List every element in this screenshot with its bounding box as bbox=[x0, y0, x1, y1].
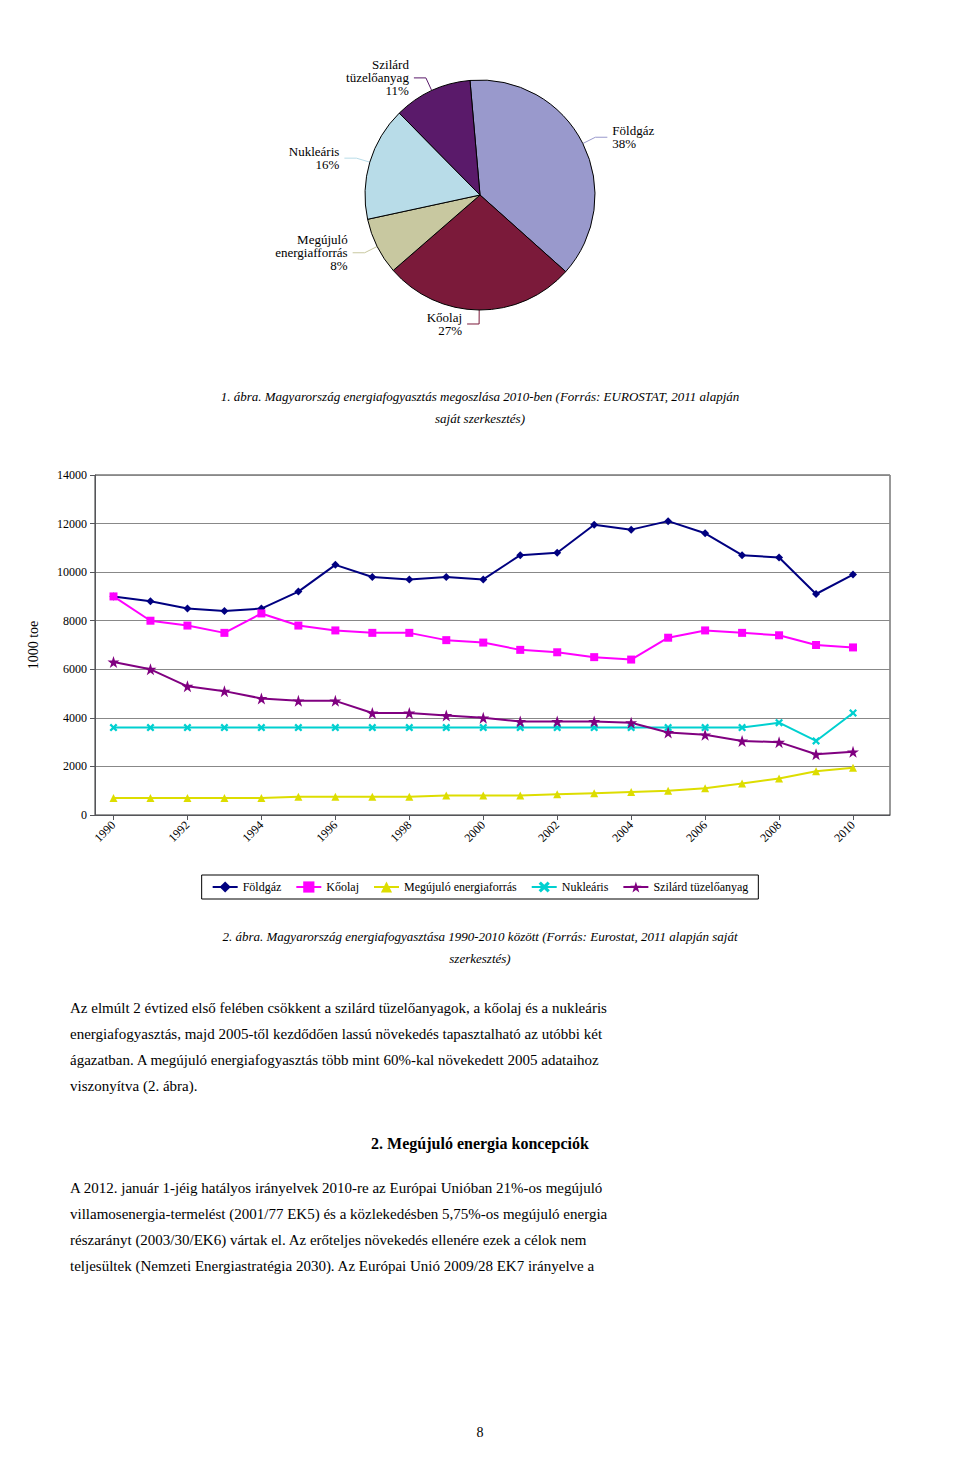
svg-text:Megújuló energiaforrás: Megújuló energiaforrás bbox=[404, 880, 517, 894]
svg-text:1992: 1992 bbox=[166, 818, 193, 845]
svg-text:16%: 16% bbox=[316, 157, 340, 172]
svg-text:Kőolaj: Kőolaj bbox=[426, 310, 463, 325]
svg-text:12000: 12000 bbox=[57, 517, 87, 531]
svg-text:Szilárd tüzelőanyag: Szilárd tüzelőanyag bbox=[653, 880, 748, 894]
svg-text:Nukleáris: Nukleáris bbox=[562, 880, 609, 894]
svg-text:0: 0 bbox=[81, 808, 87, 822]
svg-text:14000: 14000 bbox=[57, 468, 87, 482]
svg-text:6000: 6000 bbox=[63, 662, 87, 676]
svg-text:2002: 2002 bbox=[535, 818, 562, 845]
svg-text:2. ábra. Magyarország energiaf: 2. ábra. Magyarország energiafogyasztása… bbox=[222, 929, 737, 944]
svg-text:Nukleáris: Nukleáris bbox=[288, 144, 340, 160]
svg-text:A 2012. január 1-jéig hatályos: A 2012. január 1-jéig hatályos irányelve… bbox=[70, 1180, 602, 1196]
svg-text:tüzelőanyag: tüzelőanyag bbox=[346, 70, 409, 86]
svg-text:teljesültek (Nemzeti Energiast: teljesültek (Nemzeti Energiastratégia 20… bbox=[70, 1258, 594, 1275]
svg-text:2006: 2006 bbox=[683, 818, 710, 845]
svg-text:saját szerkesztés): saját szerkesztés) bbox=[435, 411, 525, 426]
svg-text:viszonyítva (2. ábra).: viszonyítva (2. ábra). bbox=[70, 1078, 197, 1095]
svg-text:2004: 2004 bbox=[609, 818, 636, 845]
svg-text:8: 8 bbox=[477, 1425, 484, 1440]
svg-text:4000: 4000 bbox=[63, 711, 87, 725]
svg-text:Kőolaj: Kőolaj bbox=[326, 880, 359, 894]
svg-text:1990: 1990 bbox=[92, 818, 119, 845]
svg-text:villamosenergia-termelést (200: villamosenergia-termelést (2001/77 EK5) … bbox=[70, 1206, 608, 1223]
svg-text:2008: 2008 bbox=[757, 818, 784, 845]
svg-text:2. Megújuló energia koncepciók: 2. Megújuló energia koncepciók bbox=[371, 1135, 589, 1153]
svg-text:2010: 2010 bbox=[831, 818, 858, 845]
svg-text:részarányt (2003/30/EK6) várta: részarányt (2003/30/EK6) vártak el. Az e… bbox=[70, 1232, 587, 1249]
svg-text:szerkesztés): szerkesztés) bbox=[449, 951, 510, 966]
svg-text:Megújuló: Megújuló bbox=[297, 232, 348, 248]
svg-text:1000 toe: 1000 toe bbox=[26, 621, 41, 670]
svg-text:energiafogyasztás, majd 2005-t: energiafogyasztás, majd 2005-től kezdődő… bbox=[70, 1026, 603, 1042]
svg-text:Földgáz: Földgáz bbox=[243, 880, 282, 894]
svg-text:ágazatban. A megújuló energiaf: ágazatban. A megújuló energiafogyasztás … bbox=[70, 1052, 599, 1068]
svg-text:27%: 27% bbox=[438, 323, 462, 338]
svg-text:1. ábra. Magyarország energiaf: 1. ábra. Magyarország energiafogyasztás … bbox=[221, 389, 740, 404]
svg-text:Az elmúlt 2 évtized első feléb: Az elmúlt 2 évtized első felében csökken… bbox=[70, 1000, 607, 1016]
svg-text:8%: 8% bbox=[330, 258, 348, 273]
svg-text:2000: 2000 bbox=[461, 818, 488, 845]
svg-text:1994: 1994 bbox=[239, 818, 266, 845]
svg-text:2000: 2000 bbox=[63, 759, 87, 773]
svg-text:energiafforrás: energiafforrás bbox=[275, 245, 348, 261]
svg-text:10000: 10000 bbox=[57, 565, 87, 579]
svg-text:8000: 8000 bbox=[63, 614, 87, 628]
svg-text:1998: 1998 bbox=[387, 818, 414, 845]
svg-text:Földgáz: Földgáz bbox=[612, 123, 655, 139]
svg-text:Szilárd: Szilárd bbox=[372, 57, 409, 73]
svg-text:38%: 38% bbox=[612, 136, 636, 151]
svg-text:11%: 11% bbox=[386, 83, 410, 98]
svg-text:1996: 1996 bbox=[313, 818, 340, 845]
